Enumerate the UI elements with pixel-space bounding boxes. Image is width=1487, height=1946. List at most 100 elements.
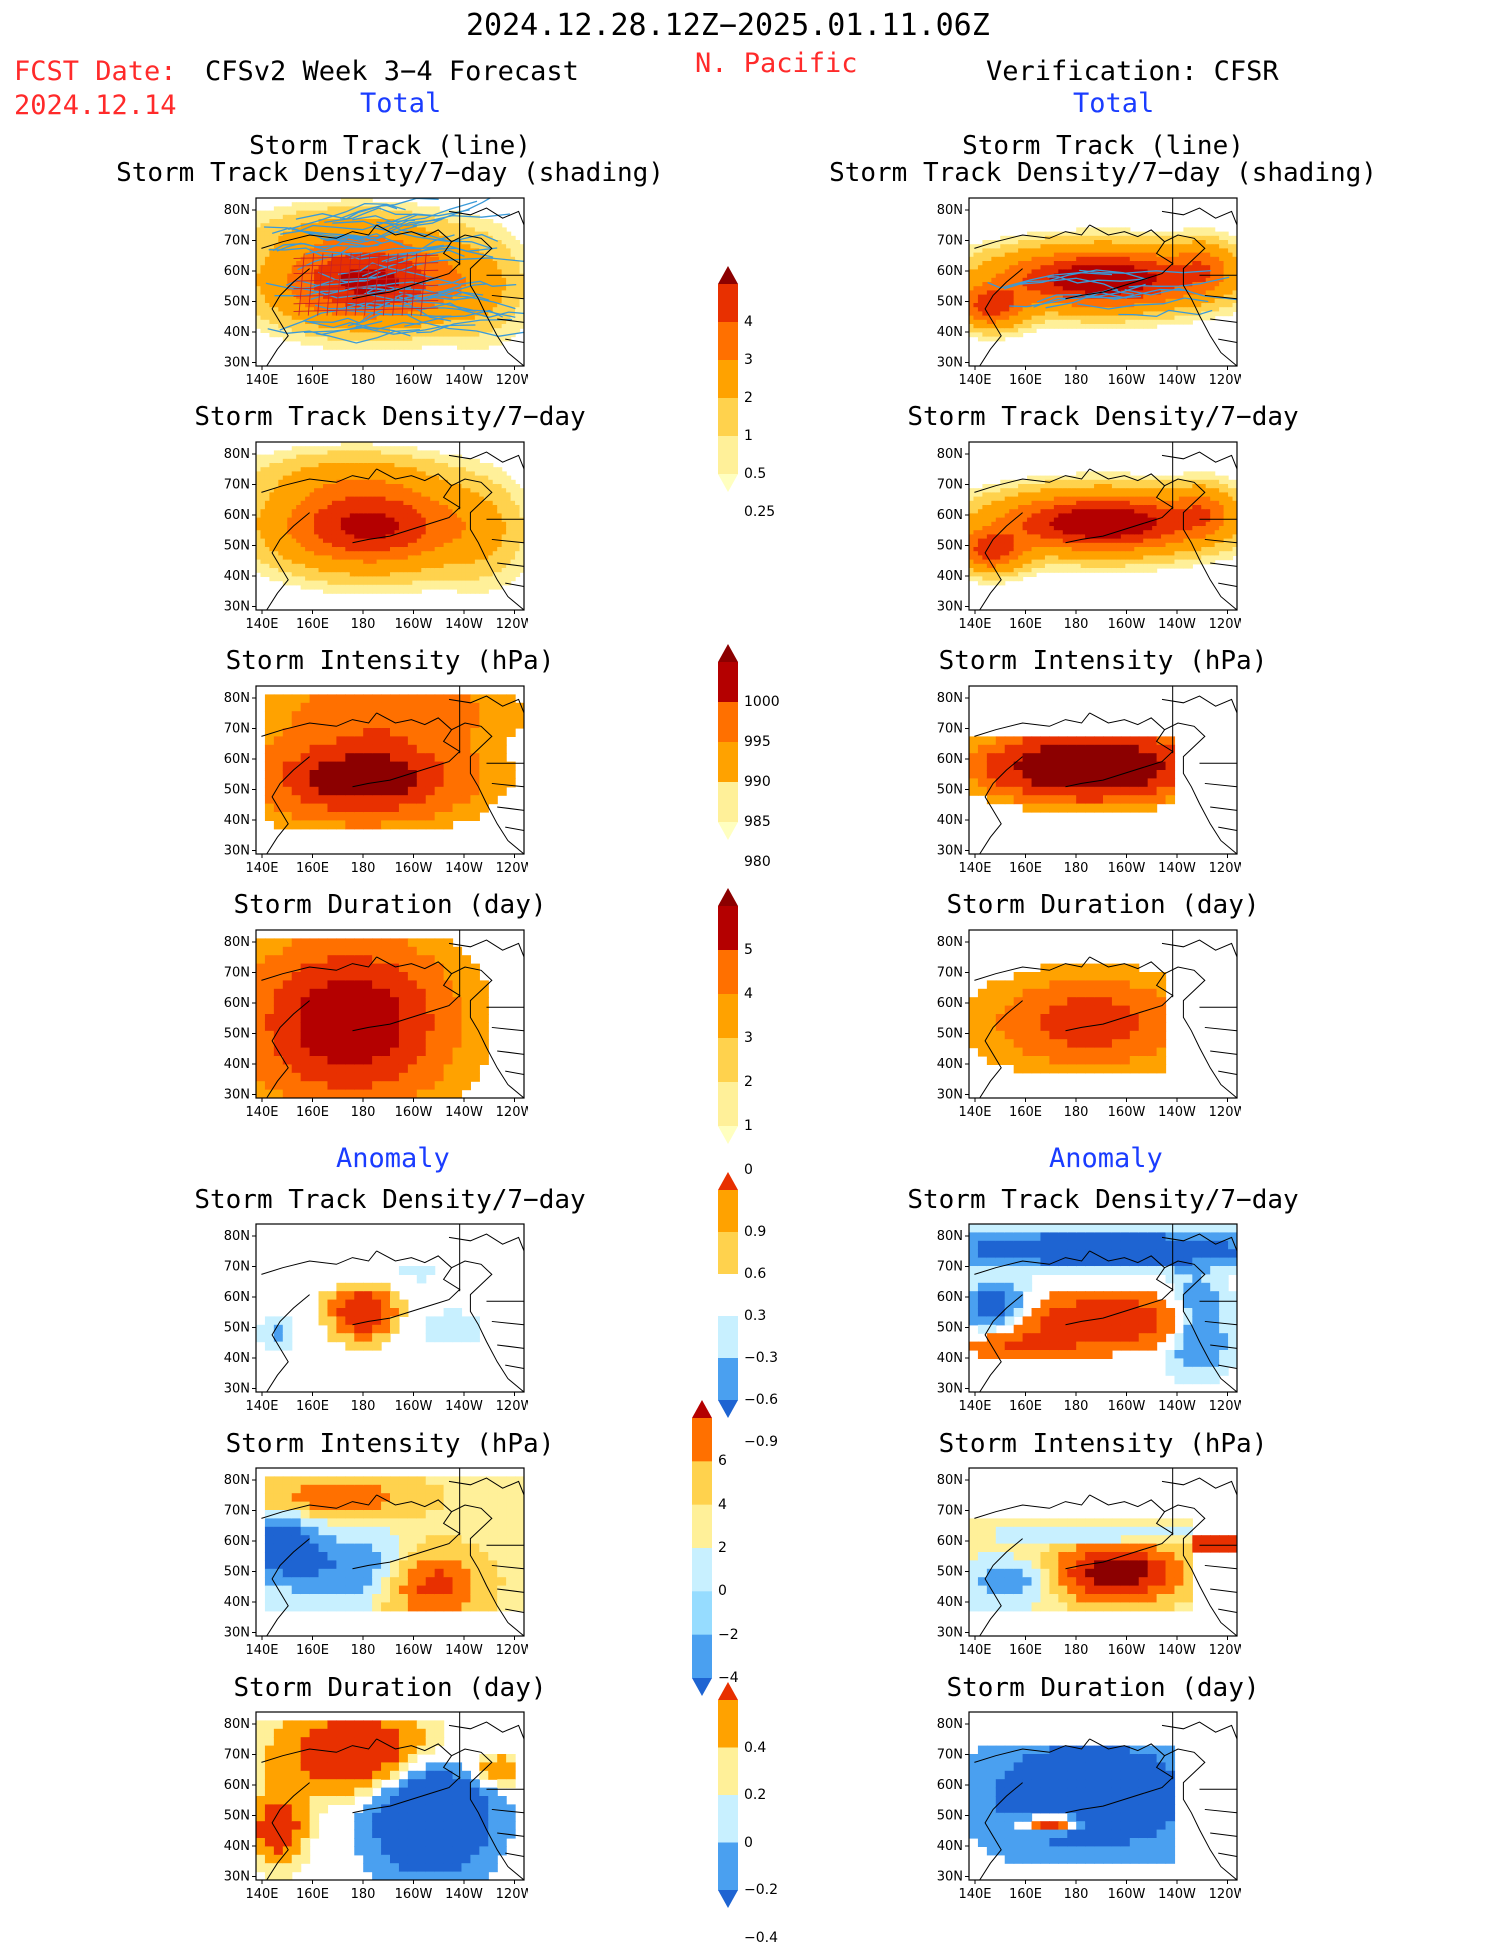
field-cell bbox=[1032, 232, 1037, 237]
field-cell bbox=[314, 337, 319, 342]
field-cell bbox=[363, 526, 368, 531]
field-cell bbox=[381, 278, 386, 283]
field-cell bbox=[256, 488, 261, 493]
field-cell bbox=[310, 332, 315, 337]
field-cell bbox=[386, 576, 391, 581]
field-cell bbox=[1072, 311, 1077, 316]
field-cell bbox=[292, 459, 297, 464]
lat-tick-label: 30N bbox=[937, 356, 963, 371]
field-cell bbox=[1005, 290, 1010, 295]
field-cell bbox=[305, 202, 310, 207]
field-cell bbox=[430, 530, 435, 535]
field-cell bbox=[269, 332, 274, 337]
field-cell bbox=[475, 274, 480, 279]
field-cell bbox=[1183, 253, 1188, 258]
field-cell bbox=[506, 286, 511, 291]
field-cell bbox=[256, 551, 261, 556]
field-cell bbox=[319, 471, 324, 476]
field-cell bbox=[381, 564, 386, 569]
field-cell bbox=[278, 530, 283, 535]
lon-tick-label: 140E bbox=[245, 373, 278, 388]
field-cell bbox=[1063, 240, 1068, 245]
field-cell bbox=[296, 219, 301, 224]
field-cell bbox=[301, 446, 306, 451]
field-cell bbox=[305, 564, 310, 569]
field-cell bbox=[399, 547, 404, 552]
field-cell bbox=[1027, 257, 1032, 262]
field-cell bbox=[1219, 257, 1224, 262]
field-cell bbox=[430, 463, 435, 468]
field-cell bbox=[292, 206, 297, 211]
field-cell bbox=[301, 299, 306, 304]
field-cell bbox=[1157, 295, 1162, 300]
field-cell bbox=[327, 463, 332, 468]
field-cell bbox=[982, 253, 987, 258]
field-cell bbox=[1112, 253, 1117, 258]
field-cell bbox=[269, 539, 274, 544]
field-cell bbox=[1063, 265, 1068, 270]
field-cell bbox=[372, 522, 377, 527]
field-cell bbox=[314, 560, 319, 565]
field-cell bbox=[269, 513, 274, 518]
field-cell bbox=[1054, 248, 1059, 253]
field-cell bbox=[327, 564, 332, 569]
field-cell bbox=[1215, 265, 1220, 270]
field-cell bbox=[319, 560, 324, 565]
field-cell bbox=[283, 290, 288, 295]
field-cell bbox=[292, 539, 297, 544]
field-cell bbox=[1103, 253, 1108, 258]
field-cell bbox=[403, 522, 408, 527]
field-cell bbox=[408, 530, 413, 535]
field-cell bbox=[327, 497, 332, 502]
field-cell bbox=[336, 463, 341, 468]
field-cell bbox=[506, 261, 511, 266]
field-cell bbox=[466, 303, 471, 308]
field-cell bbox=[301, 202, 306, 207]
field-cell bbox=[412, 539, 417, 544]
field-cell bbox=[394, 522, 399, 527]
field-cell bbox=[412, 471, 417, 476]
field-cell bbox=[372, 505, 377, 510]
field-cell bbox=[1058, 265, 1063, 270]
field-cell bbox=[363, 223, 368, 228]
field-cell bbox=[390, 551, 395, 556]
field-cell bbox=[1027, 311, 1032, 316]
field-cell bbox=[511, 248, 516, 253]
field-cell bbox=[479, 274, 484, 279]
field-cell bbox=[1152, 269, 1157, 274]
field-cell bbox=[479, 337, 484, 342]
field-cell bbox=[372, 211, 377, 216]
field-cell bbox=[969, 324, 974, 329]
field-cell bbox=[354, 518, 359, 523]
field-cell bbox=[448, 572, 453, 577]
field-cell bbox=[350, 576, 355, 581]
field-cell bbox=[310, 568, 315, 573]
field-cell bbox=[408, 547, 413, 552]
field-cell bbox=[327, 505, 332, 510]
field-cell bbox=[283, 551, 288, 556]
field-cell bbox=[292, 274, 297, 279]
field-cell bbox=[439, 513, 444, 518]
field-cell bbox=[973, 257, 978, 262]
field-cell bbox=[265, 303, 270, 308]
field-cell bbox=[354, 467, 359, 472]
field-cell bbox=[296, 484, 301, 489]
field-cell bbox=[368, 581, 373, 586]
field-cell bbox=[1107, 324, 1112, 329]
field-cell bbox=[332, 543, 337, 548]
field-cell bbox=[363, 581, 368, 586]
field-cell bbox=[296, 509, 301, 514]
field-cell bbox=[314, 471, 319, 476]
field-cell bbox=[256, 257, 261, 262]
field-cell bbox=[359, 568, 364, 573]
field-cell bbox=[1032, 261, 1037, 266]
field-cell bbox=[1076, 253, 1081, 258]
field-cell bbox=[386, 585, 391, 590]
field-cell bbox=[1107, 244, 1112, 249]
field-cell bbox=[1027, 240, 1032, 245]
field-cell bbox=[457, 274, 462, 279]
field-cell bbox=[1174, 244, 1179, 249]
field-cell bbox=[399, 274, 404, 279]
field-cell bbox=[421, 332, 426, 337]
field-cell bbox=[323, 560, 328, 565]
